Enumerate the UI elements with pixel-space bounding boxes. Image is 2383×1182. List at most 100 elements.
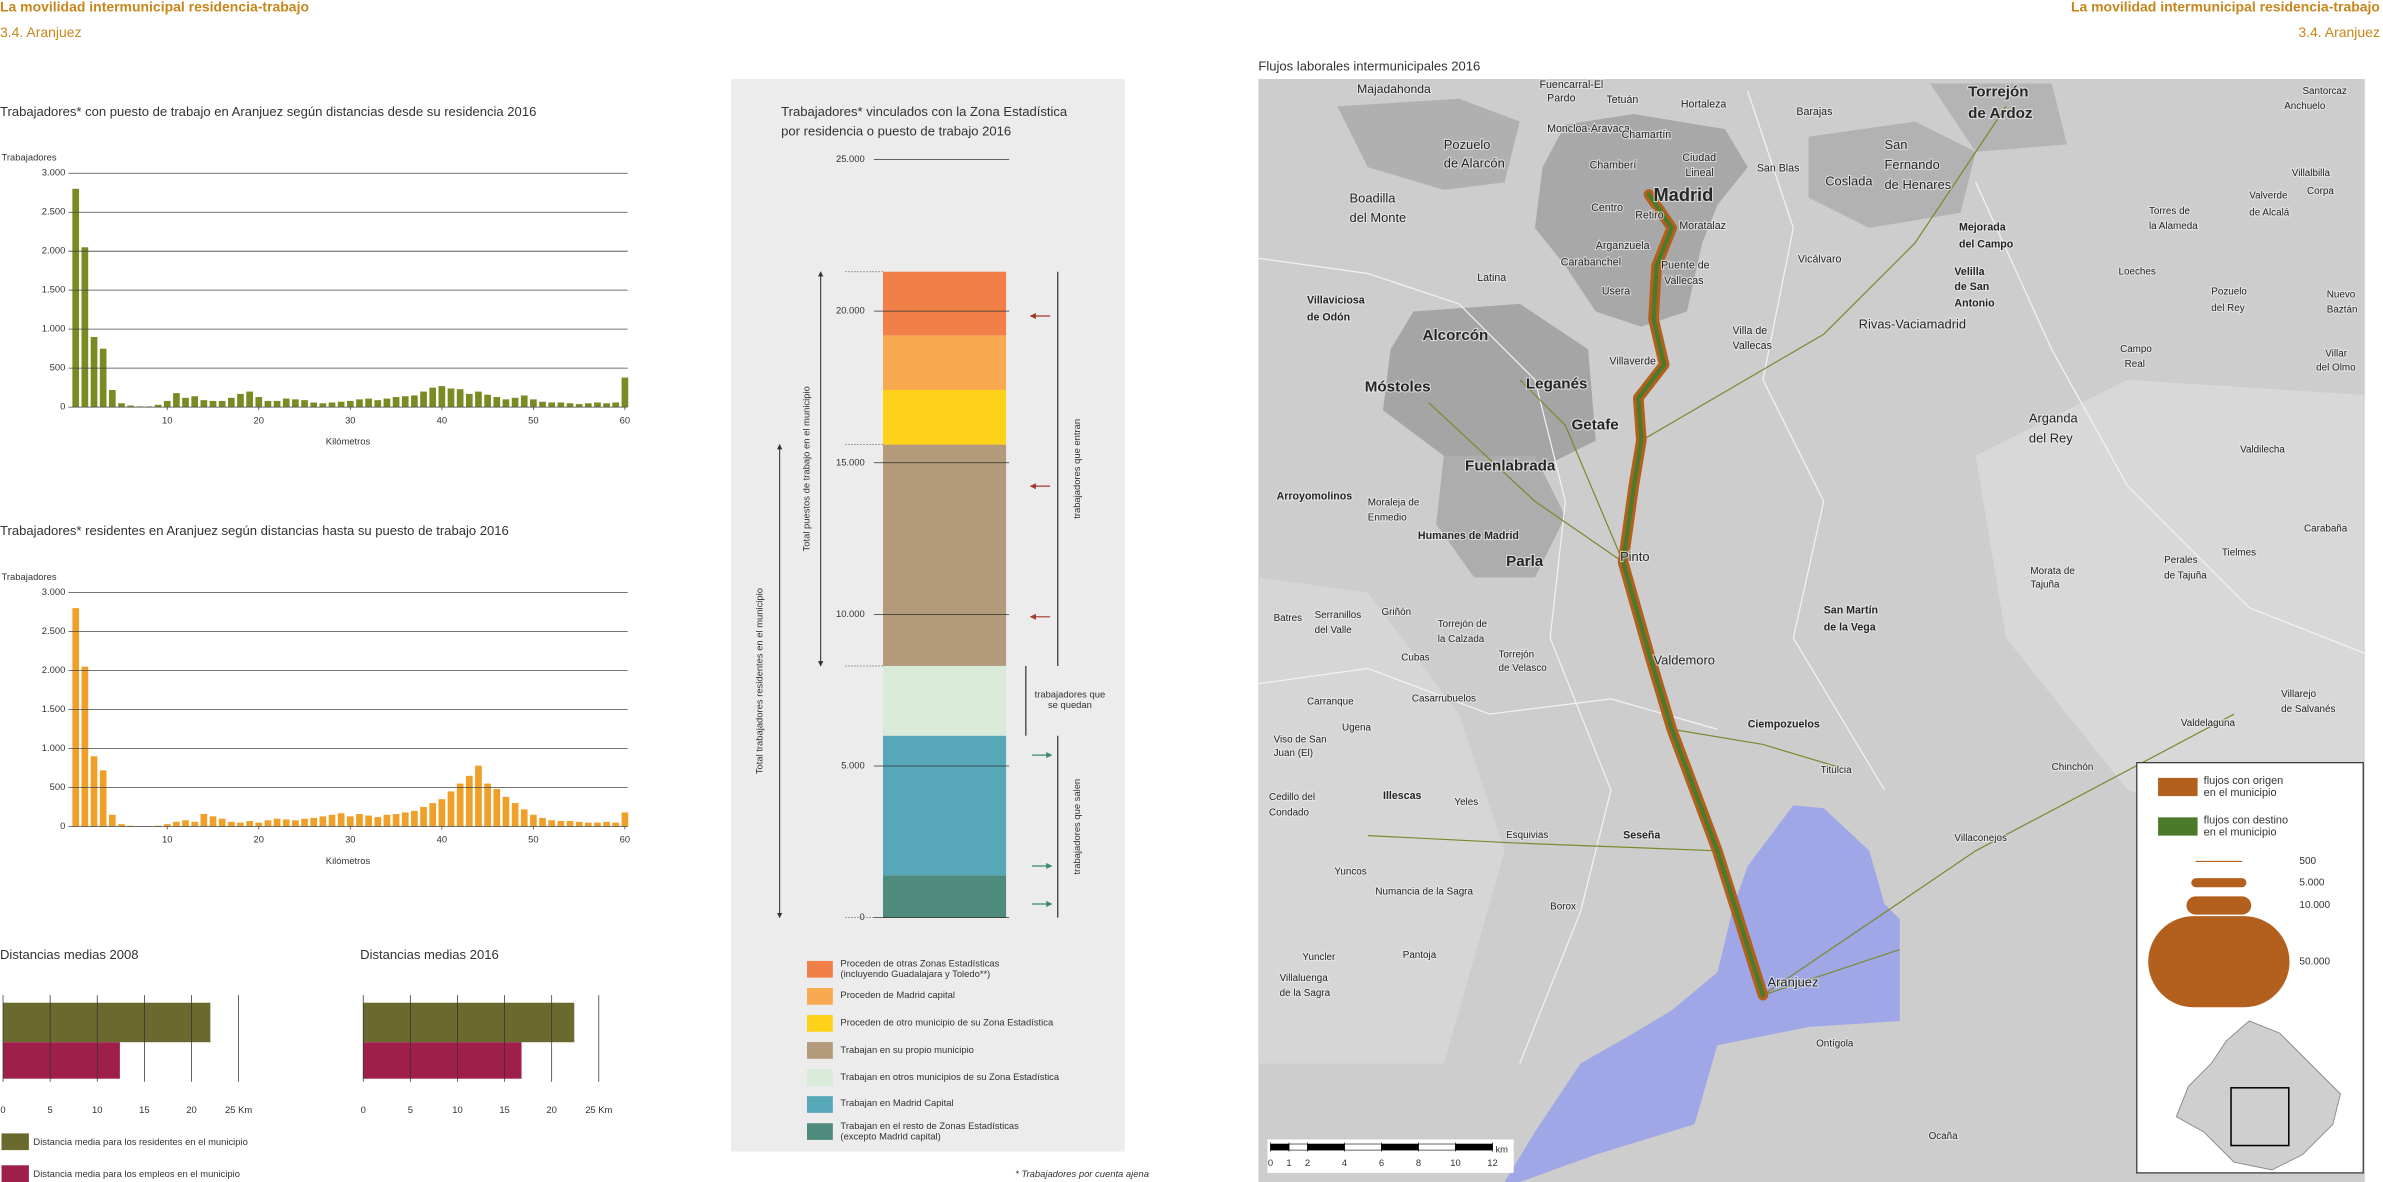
x-tick-label: 30 [345, 414, 355, 425]
bar [557, 402, 565, 408]
flow-destination [1620, 192, 1766, 998]
bar [282, 398, 290, 408]
place-label: Lineal [1685, 167, 1713, 179]
inset-frame [2230, 1087, 2290, 1147]
place-label: Móstoles [1365, 378, 1431, 395]
bar [173, 821, 180, 827]
size-label: 50.000 [2299, 956, 2330, 967]
place-label: Batres [1274, 613, 1303, 624]
place-label: Tetuán [1606, 94, 1638, 106]
size-label: 5.000 [2299, 877, 2324, 888]
bar [127, 825, 134, 827]
scale-segment [1344, 1143, 1382, 1151]
scale-label: 4 [1342, 1157, 1347, 1168]
place-label: San Blas [1757, 162, 1800, 174]
bar [411, 395, 418, 408]
bar [475, 391, 482, 408]
bar [411, 810, 418, 827]
bar [594, 402, 601, 408]
place-label: Carranque [1307, 697, 1354, 708]
y-tick-label: 1.500 [42, 703, 66, 714]
place-label: del Rey [2211, 303, 2245, 314]
bar [90, 756, 98, 827]
place-label: de Alarcón [1444, 155, 1505, 170]
place-label: Pardo [1547, 93, 1575, 105]
bar [264, 820, 272, 827]
place-label: Madrid [1654, 184, 1714, 205]
label-box: flujos con destino en el municipio [2204, 813, 2288, 838]
label-box: flujos con origen en el municipio [2204, 773, 2284, 798]
bar [356, 399, 363, 408]
x-tick-label: 10 [452, 1104, 462, 1115]
place-label: Viso de San [1274, 734, 1327, 745]
x-tick-label: 30 [345, 834, 355, 845]
bar [209, 816, 217, 827]
place-label: Usera [1602, 286, 1630, 298]
place-label: de Salvanés [2281, 704, 2335, 715]
place-label: Ciudad [1682, 152, 1716, 164]
place-label: Villaverde [1609, 355, 1656, 367]
x-tick-label: 0 [0, 1104, 5, 1115]
place-label: de Tajuña [2164, 570, 2207, 581]
bar [392, 397, 400, 408]
place-label: Valverde [2249, 191, 2288, 202]
bar [118, 824, 125, 827]
stack-segment [882, 735, 1007, 876]
bar [328, 402, 336, 408]
y-tick-label: 0 [60, 820, 65, 831]
y-axis-label: Trabajadores [2, 571, 57, 582]
y-tick-label: 15.000 [836, 456, 865, 467]
size-label: 10.000 [2299, 900, 2330, 911]
place-label: del Monte [1350, 210, 1407, 225]
bar [539, 401, 546, 408]
annotation: Total puestos de trabajo en el municipio [800, 386, 811, 551]
place-label: Villaconejos [1954, 833, 2007, 844]
label: Trabajan en el resto de Zonas Estadístic… [840, 1120, 1019, 1143]
place-label: de San [1954, 281, 1989, 293]
place-label: Alcorcón [1423, 327, 1489, 344]
bar [273, 400, 281, 408]
bar [621, 812, 629, 827]
legend-label: Distancia media para los empleos en el m… [33, 1168, 240, 1179]
bar [163, 824, 171, 827]
bar [3, 1042, 120, 1079]
place-label: Mejorada [1959, 222, 2006, 234]
label-box: Trabajan en Madrid Capital [840, 1099, 953, 1110]
bar [292, 820, 299, 827]
y-tick-label: 0 [60, 401, 65, 412]
place-label: Carabanchel [1561, 257, 1621, 269]
y-tick-label: 500 [50, 781, 66, 792]
bar [429, 387, 437, 408]
place-label: Majadahonda [1357, 82, 1431, 96]
bar [310, 402, 318, 408]
x-tick-label: 40 [437, 414, 447, 425]
x-tick-label: 10 [162, 414, 172, 425]
bar [99, 348, 107, 408]
y-tick-label: 3.000 [42, 586, 66, 597]
place-label: Valdemoro [1654, 652, 1715, 667]
place-labels: Majadahonda Fuencarral-El Pardo Tetuán Horta… [1268, 78, 2359, 1143]
place-label: del Valle [1315, 625, 1353, 636]
place-label: Humanes de Madrid [1418, 530, 1519, 542]
label-box: Proceden de otras Zonas Estadísticas (in… [840, 958, 999, 979]
bar [328, 814, 336, 827]
bar [136, 406, 144, 408]
bar [255, 397, 263, 408]
scale-label: 0 [1268, 1157, 1273, 1168]
chart-title: Trabajadores* vinculados con la Zona Est… [781, 104, 1068, 119]
x-axis-label: Kilómetros [326, 436, 371, 447]
place-label: de Odón [1307, 311, 1350, 323]
place-label: Pinto [1620, 549, 1649, 564]
bar [511, 397, 519, 408]
bar [154, 825, 162, 827]
bar [365, 398, 372, 408]
header-title: La movilidad intermunicipal residencia-t… [0, 0, 309, 14]
place-label: Torrejón [1498, 649, 1534, 660]
flow-line [1671, 728, 1840, 768]
bar [72, 188, 80, 408]
place-label: Perales [2164, 555, 2198, 566]
legend-label: Distancia media para los residentes en e… [33, 1136, 247, 1147]
place-label: Carabaña [2304, 523, 2348, 534]
label: Trabajan en su propio municipio [840, 1045, 974, 1056]
x-tick-label: 25 Km [225, 1104, 252, 1115]
